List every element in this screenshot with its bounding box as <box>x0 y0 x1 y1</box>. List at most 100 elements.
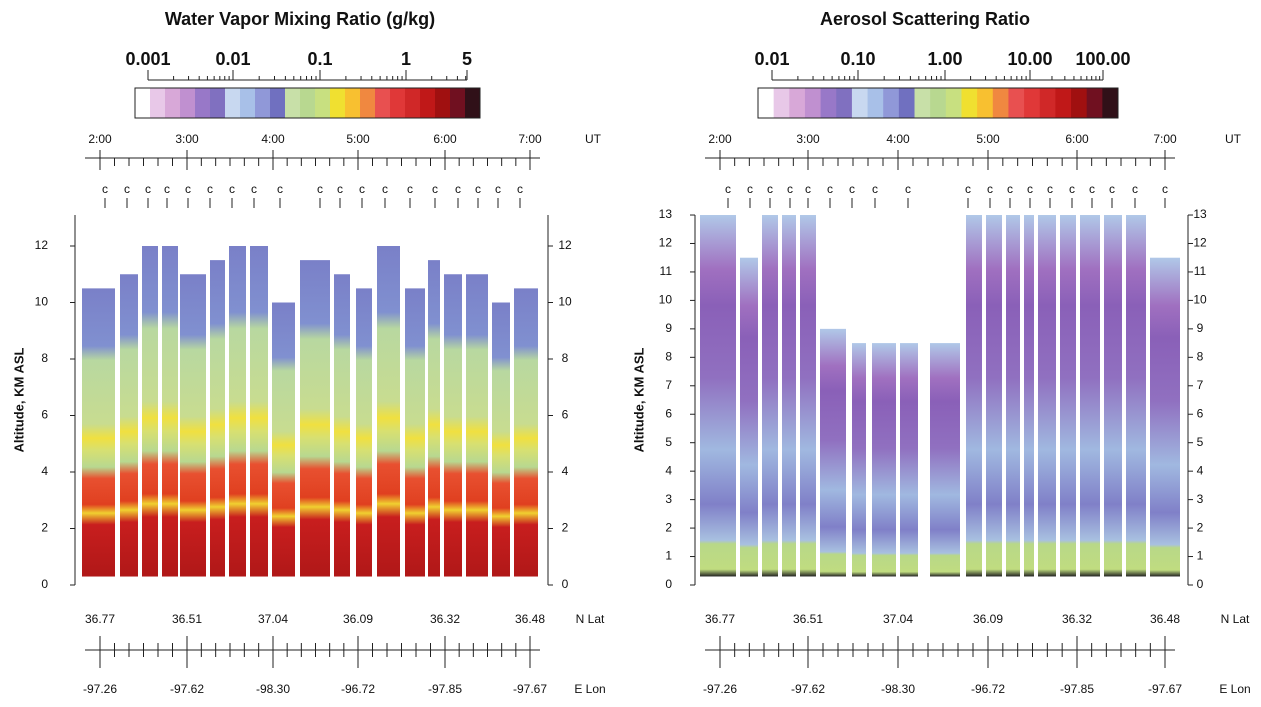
colorbar-cell <box>1008 88 1025 118</box>
lat-tick-label: 36.51 <box>793 612 823 626</box>
y-tick-label: 13 <box>659 207 673 221</box>
y-tick-label: 2 <box>665 520 672 534</box>
colorbar-cell <box>883 88 900 118</box>
cloud-marker: c <box>1069 182 1075 196</box>
y-tick-label: 1 <box>665 549 672 563</box>
curtain-strip <box>872 343 896 577</box>
curtain-strip <box>1006 215 1020 577</box>
colorbar-cell <box>165 88 181 118</box>
curtain-strip <box>800 215 816 577</box>
lat-tick-label: 37.04 <box>258 612 288 626</box>
cloud-marker: c <box>145 182 151 196</box>
colorbar-cell <box>420 88 436 118</box>
curtain-strip <box>180 274 206 577</box>
curtain-strip <box>1038 215 1056 577</box>
time-tick-label: 3:00 <box>175 132 199 146</box>
lon-tick-label: -97.62 <box>791 682 825 696</box>
y-tick-label-right: 12 <box>558 238 572 252</box>
colorbar-frame <box>134 87 481 119</box>
cloud-marker: c <box>1027 182 1033 196</box>
curtain-strip <box>444 274 462 577</box>
y-tick-label-right: 7 <box>1197 378 1204 392</box>
curtain-strip <box>820 328 846 577</box>
colorbar-cell <box>195 88 211 118</box>
cloud-marker: c <box>805 182 811 196</box>
lat-unit: N Lat <box>576 612 605 626</box>
y-tick-label: 8 <box>665 349 672 363</box>
colorbar-tick-label: 0.01 <box>754 49 789 69</box>
colorbar-cell <box>270 88 286 118</box>
colorbar-tick-label: 1 <box>401 49 411 69</box>
lat-tick-label: 36.32 <box>430 612 460 626</box>
colorbar-cell <box>180 88 196 118</box>
colorbar-cell <box>1086 88 1103 118</box>
curtain-strip <box>740 257 758 577</box>
colorbar-cell <box>405 88 421 118</box>
colorbar-cell <box>773 88 790 118</box>
lat-tick-label: 36.77 <box>85 612 115 626</box>
colorbar-cell <box>867 88 884 118</box>
panel-title: Water Vapor Mixing Ratio (g/kg) <box>165 9 435 29</box>
curtain-strip <box>250 246 268 577</box>
lat-tick-label: 36.77 <box>705 612 735 626</box>
time-tick-label: 3:00 <box>796 132 820 146</box>
y-tick-label: 10 <box>35 295 49 309</box>
cloud-marker: c <box>317 182 323 196</box>
y-tick-label-right: 6 <box>562 408 569 422</box>
cloud-marker: c <box>1089 182 1095 196</box>
colorbar-tick-label: 0.01 <box>215 49 250 69</box>
colorbar-cell <box>135 88 151 118</box>
lon-tick-label: -97.85 <box>428 682 462 696</box>
cloud-marker: c <box>517 182 523 196</box>
y-tick-label-right: 0 <box>562 577 569 591</box>
curtain-strip <box>210 260 225 577</box>
cloud-marker: c <box>124 182 130 196</box>
y-tick-label-right: 1 <box>1197 549 1204 563</box>
cloud-marker: c <box>872 182 878 196</box>
y-tick-label: 12 <box>35 238 49 252</box>
colorbar-cell <box>300 88 316 118</box>
y-tick-label-right: 11 <box>1194 264 1207 278</box>
y-tick-label: 6 <box>665 406 672 420</box>
curtain-strip <box>120 274 138 577</box>
time-tick-label: 7:00 <box>518 132 542 146</box>
cloud-marker: c <box>251 182 257 196</box>
cloud-marker: c <box>987 182 993 196</box>
cloud-marker: c <box>475 182 481 196</box>
y-tick-label: 3 <box>665 492 672 506</box>
cloud-marker: c <box>359 182 365 196</box>
y-tick-label: 4 <box>41 464 48 478</box>
curtain-strip <box>1080 215 1100 577</box>
curtain-strip <box>142 246 158 577</box>
curtain-strip <box>852 343 866 577</box>
curtain-strip <box>1060 215 1076 577</box>
lat-tick-label: 36.09 <box>973 612 1003 626</box>
lon-tick-label: -97.62 <box>170 682 204 696</box>
curtain-strip <box>492 302 510 577</box>
curtain-strip <box>300 260 330 577</box>
y-tick-label-right: 13 <box>1193 207 1207 221</box>
lon-tick-label: -98.30 <box>881 682 915 696</box>
cloud-marker: c <box>229 182 235 196</box>
colorbar-cell <box>961 88 978 118</box>
colorbar-cell <box>1039 88 1056 118</box>
colorbar-cell <box>930 88 947 118</box>
y-tick-label: 11 <box>660 264 673 278</box>
curtain-strip <box>900 343 918 577</box>
curtain-strip <box>229 246 246 577</box>
colorbar-tick-label: 100.00 <box>1075 49 1130 69</box>
curtain-strip <box>405 288 425 577</box>
time-tick-label: 4:00 <box>886 132 910 146</box>
colorbar-cell <box>360 88 376 118</box>
y-tick-label: 7 <box>665 378 672 392</box>
time-tick-label: 5:00 <box>346 132 370 146</box>
cloud-marker: c <box>1047 182 1053 196</box>
colorbar-frame <box>757 87 1119 119</box>
y-tick-label: 10 <box>659 293 673 307</box>
colorbar-cell <box>914 88 931 118</box>
colorbar-tick-label: 5 <box>462 49 472 69</box>
lon-tick-label: -97.67 <box>1148 682 1182 696</box>
y-tick-label: 2 <box>41 521 48 535</box>
y-tick-label: 8 <box>41 351 48 365</box>
